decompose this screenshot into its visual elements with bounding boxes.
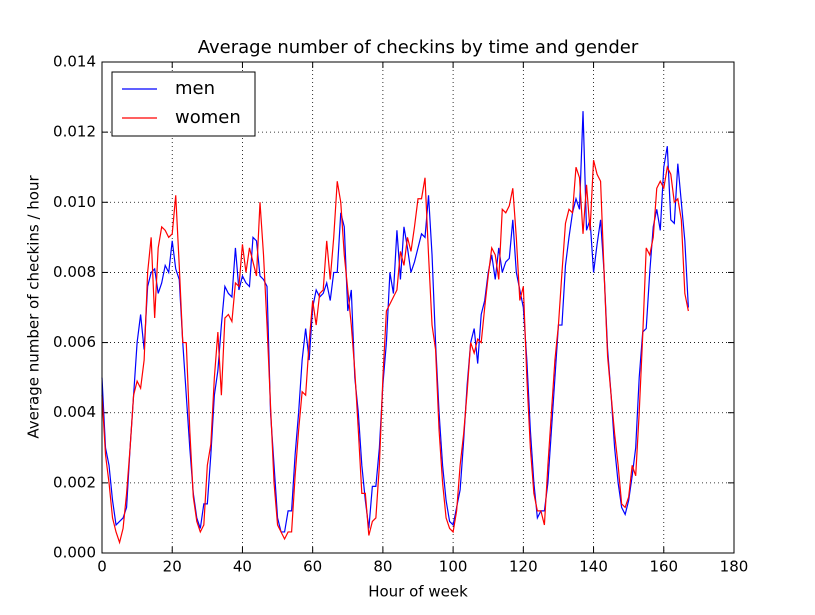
x-tick-label: 140	[579, 558, 608, 576]
line-series	[101, 160, 689, 545]
y-tick-label: 0.008	[53, 263, 96, 281]
x-tick-label: 180	[720, 558, 749, 576]
y-tick-label: 0.000	[53, 544, 96, 562]
x-tick-label: 100	[439, 558, 468, 576]
legend-label: men	[175, 78, 215, 99]
plot-frame	[101, 61, 735, 554]
y-tick-label: 0.002	[53, 473, 96, 491]
y-tick-label: 0.014	[53, 53, 96, 71]
x-tick-label: 0	[97, 558, 107, 576]
y-tick-label: 0.006	[53, 333, 96, 351]
x-tick-label: 160	[649, 558, 678, 576]
chart-title: Average number of checkins by time and g…	[198, 37, 639, 58]
y-axis-label: Average number of checkins / hour	[25, 175, 43, 439]
legend-box	[111, 71, 256, 137]
y-tick-label: 0.012	[53, 123, 96, 141]
x-tick-label: 20	[163, 558, 182, 576]
x-tick-label: 60	[303, 558, 322, 576]
x-tick-label: 80	[373, 558, 392, 576]
x-tick-label: 120	[509, 558, 538, 576]
y-tick-label: 0.010	[53, 193, 96, 211]
x-tick-label: 40	[233, 558, 252, 576]
x-axis-label: Hour of week	[368, 583, 468, 601]
y-tick-label: 0.004	[53, 403, 96, 421]
legend-label: women	[175, 107, 241, 128]
